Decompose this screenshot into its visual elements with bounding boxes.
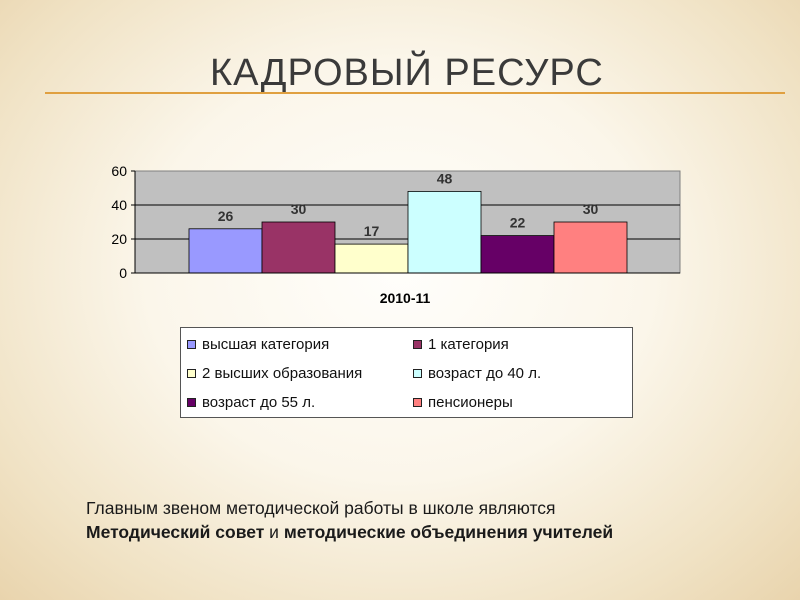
legend-item: возраст до 40 л.: [413, 365, 541, 382]
legend-swatch: [413, 369, 422, 378]
bar: [334, 243, 409, 274]
body-conjunction: и: [264, 522, 284, 542]
legend-swatch: [413, 340, 422, 349]
bar: [407, 191, 482, 274]
legend-swatch: [187, 398, 196, 407]
bar: [553, 221, 628, 274]
bar-data-labels: 26 30 17 48 22 30: [218, 170, 599, 239]
legend-item: 2 высших образования: [187, 365, 362, 382]
bar-value-label: 26: [218, 208, 234, 224]
bar: [261, 221, 336, 274]
y-tick-label: 40: [111, 197, 127, 213]
y-tick-label: 20: [111, 231, 127, 247]
title-underline: [45, 92, 785, 94]
bar-value-label: 30: [291, 201, 307, 217]
legend-swatch: [413, 398, 422, 407]
legend-label: высшая категория: [202, 336, 330, 353]
legend-item: возраст до 55 л.: [187, 394, 315, 411]
slide-title: КАДРОВЫЙ РЕСУРС: [210, 52, 604, 94]
bar: [188, 228, 263, 274]
bar-value-label: 17: [364, 223, 380, 239]
chart-legend: высшая категория 1 категория 2 высших об…: [180, 327, 633, 418]
y-tick-label: 0: [119, 265, 127, 281]
legend-label: возраст до 55 л.: [202, 394, 316, 411]
x-category-label: 2010-11: [380, 290, 431, 306]
y-axis-ticks: 0 20 40 60: [111, 163, 135, 281]
bars: [188, 191, 628, 274]
body-paragraph: Главным звеном методической работы в шко…: [86, 496, 726, 544]
bar-value-label: 30: [583, 201, 599, 217]
bar-value-label: 22: [510, 215, 526, 231]
legend-label: 2 высших образования: [202, 365, 363, 382]
bar-value-label: 48: [437, 170, 453, 186]
legend-label: возраст до 40 л.: [428, 365, 542, 382]
legend-label: 1 категория: [428, 336, 509, 353]
body-bold-phrase: Методический совет: [86, 522, 265, 542]
legend-label: пенсионеры: [428, 394, 513, 411]
body-bold-phrase: методические объединения учителей: [283, 522, 614, 542]
y-tick-label: 60: [111, 163, 127, 179]
bar: [480, 235, 555, 274]
bar-chart: 0 20 40 60 26 30 17 48 22 30 2010-11: [111, 163, 681, 306]
body-text-line: Главным звеном методической работы в шко…: [86, 498, 556, 518]
legend-swatch: [187, 369, 196, 378]
legend-item: высшая категория: [187, 336, 329, 353]
legend-item: 1 категория: [413, 336, 509, 353]
legend-swatch: [187, 340, 196, 349]
legend-item: пенсионеры: [413, 394, 513, 411]
